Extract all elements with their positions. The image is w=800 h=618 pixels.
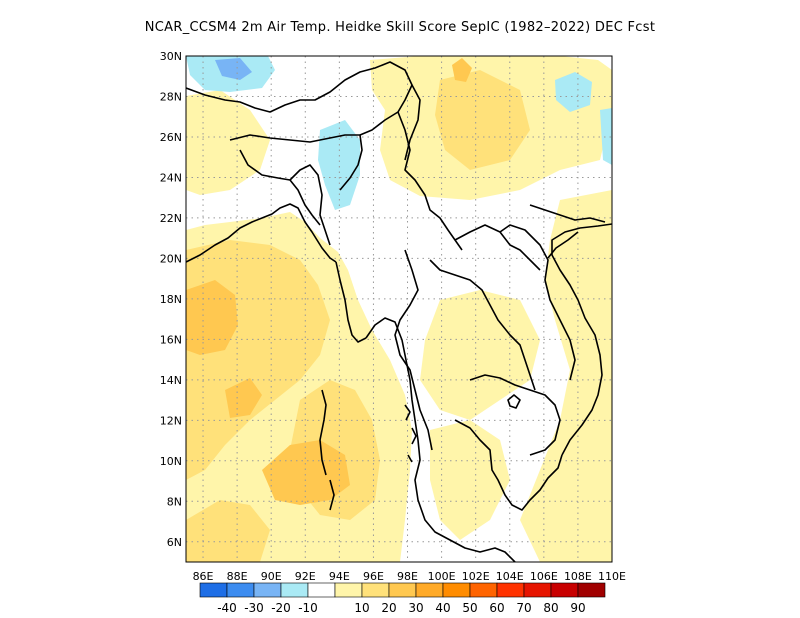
field-neg10-south-china <box>555 72 592 112</box>
field-neg20-tibet <box>215 58 252 80</box>
colorbar-label: -30 <box>244 601 264 615</box>
border-laos-vietnam <box>499 224 576 381</box>
border-laos-china <box>454 224 541 271</box>
border-laos-thailand <box>429 259 536 391</box>
y-tick-label: 22N <box>160 212 182 225</box>
colorbar-label: 50 <box>462 601 477 615</box>
x-tick-label: 86E <box>193 570 214 583</box>
y-tick-label: 8N <box>167 495 182 508</box>
x-tick-label: 92E <box>295 570 316 583</box>
border-myanmar-thailand <box>394 249 433 451</box>
x-tick-label: 104E <box>496 570 524 583</box>
y-tick-label: 20N <box>160 252 182 265</box>
colorbar-swatch <box>550 582 579 598</box>
coastline-vietnam <box>551 223 612 456</box>
colorbar-label: -40 <box>217 601 237 615</box>
coastline-gulf-thailand <box>454 419 563 511</box>
colorbar-label: -10 <box>298 601 318 615</box>
y-tick-label: 24N <box>160 171 182 184</box>
field-neg10-himalaya <box>318 120 360 210</box>
map-frame <box>185 55 613 563</box>
border-china-vietnam <box>529 204 606 223</box>
colorbar-swatch <box>523 582 552 598</box>
y-tick-label: 14N <box>160 374 182 387</box>
colorbar-swatch <box>388 582 417 598</box>
coastlines-and-borders <box>186 61 612 562</box>
border-bhutan-assam <box>229 134 363 191</box>
colorbar-swatch <box>442 582 471 598</box>
field-neg10-east-edge <box>600 108 612 165</box>
coastline-mergui-islands <box>404 404 417 463</box>
colorbar-swatch <box>361 582 390 598</box>
colorbar-swatch <box>280 582 309 598</box>
lake-tonle-sap <box>507 394 521 409</box>
colorbar-swatch <box>415 582 444 598</box>
latitude-tick-labels: 6N 8N 10N 12N 14N 16N 18N 20N 22N 24N 26N 28N 30N <box>160 50 182 549</box>
field-10-south-china-sea <box>520 190 612 562</box>
border-cambodia <box>469 374 561 456</box>
colorbar-swatch <box>496 582 525 598</box>
colorbar-swatch <box>199 582 228 598</box>
colorbar-swatch <box>334 582 363 598</box>
x-tick-label: 98E <box>397 570 418 583</box>
x-tick-label: 100E <box>428 570 456 583</box>
colorbar-label: 70 <box>516 601 531 615</box>
colorbar-label: 60 <box>489 601 504 615</box>
x-tick-label: 88E <box>227 570 248 583</box>
x-tick-label: 108E <box>564 570 592 583</box>
field-30-andaman-core <box>262 440 350 505</box>
y-tick-label: 18N <box>160 293 182 306</box>
border-sichuan <box>404 84 421 161</box>
coastline-myanmar-west <box>335 261 367 343</box>
colorbar-swatch <box>469 582 498 598</box>
colorbar-swatch <box>307 582 336 598</box>
longitude-tick-labels: 86E 88E 90E 92E 94E 96E 98E 100E 102E 104E 106E 108… <box>193 570 626 583</box>
border-nepal-tibet <box>186 61 413 136</box>
field-30-mid-bay <box>225 378 262 418</box>
x-tick-label: 110E <box>598 570 626 583</box>
coastline-gulf-tonkin <box>547 231 579 259</box>
colorbar-swatch <box>253 582 282 598</box>
skill-score-field <box>186 56 612 562</box>
x-tick-label: 96E <box>363 570 384 583</box>
colorbar-label: 30 <box>408 601 423 615</box>
colorbar-label: -20 <box>271 601 291 615</box>
x-tick-label: 106E <box>530 570 558 583</box>
x-tick-label: 102E <box>462 570 490 583</box>
y-tick-label: 28N <box>160 90 182 103</box>
coastline-india-bangladesh <box>186 203 337 263</box>
map-title: NCAR_CCSM4 2m Air Temp. Heidke Skill Sco… <box>144 20 656 35</box>
x-tick-label: 90E <box>261 570 282 583</box>
field-20-north-bay <box>186 500 270 562</box>
colorbar-label: 10 <box>354 601 369 615</box>
y-tick-label: 6N <box>167 536 182 549</box>
field-30-yunnan-spot <box>452 58 472 82</box>
colorbar-label: 40 <box>435 601 450 615</box>
colorbar: -40 -30 -20 -10 10 20 30 40 50 60 70 80 90 <box>199 582 606 615</box>
field-20-yunnan <box>435 70 530 170</box>
x-tick-label: 94E <box>329 570 350 583</box>
colorbar-label: 90 <box>570 601 585 615</box>
y-tick-label: 16N <box>160 333 182 346</box>
y-tick-label: 30N <box>160 50 182 63</box>
border-india-bangladesh-east <box>289 164 331 246</box>
y-tick-label: 12N <box>160 414 182 427</box>
border-myanmar-china <box>397 111 463 251</box>
y-tick-label: 26N <box>160 131 182 144</box>
colorbar-label: 20 <box>381 601 396 615</box>
colorbar-swatch <box>226 582 255 598</box>
coastline-andaman-islands <box>319 389 335 511</box>
colorbar-label: 80 <box>543 601 558 615</box>
field-10-northwest-india <box>186 90 270 195</box>
y-tick-label: 10N <box>160 455 182 468</box>
colorbar-swatch <box>577 582 606 598</box>
